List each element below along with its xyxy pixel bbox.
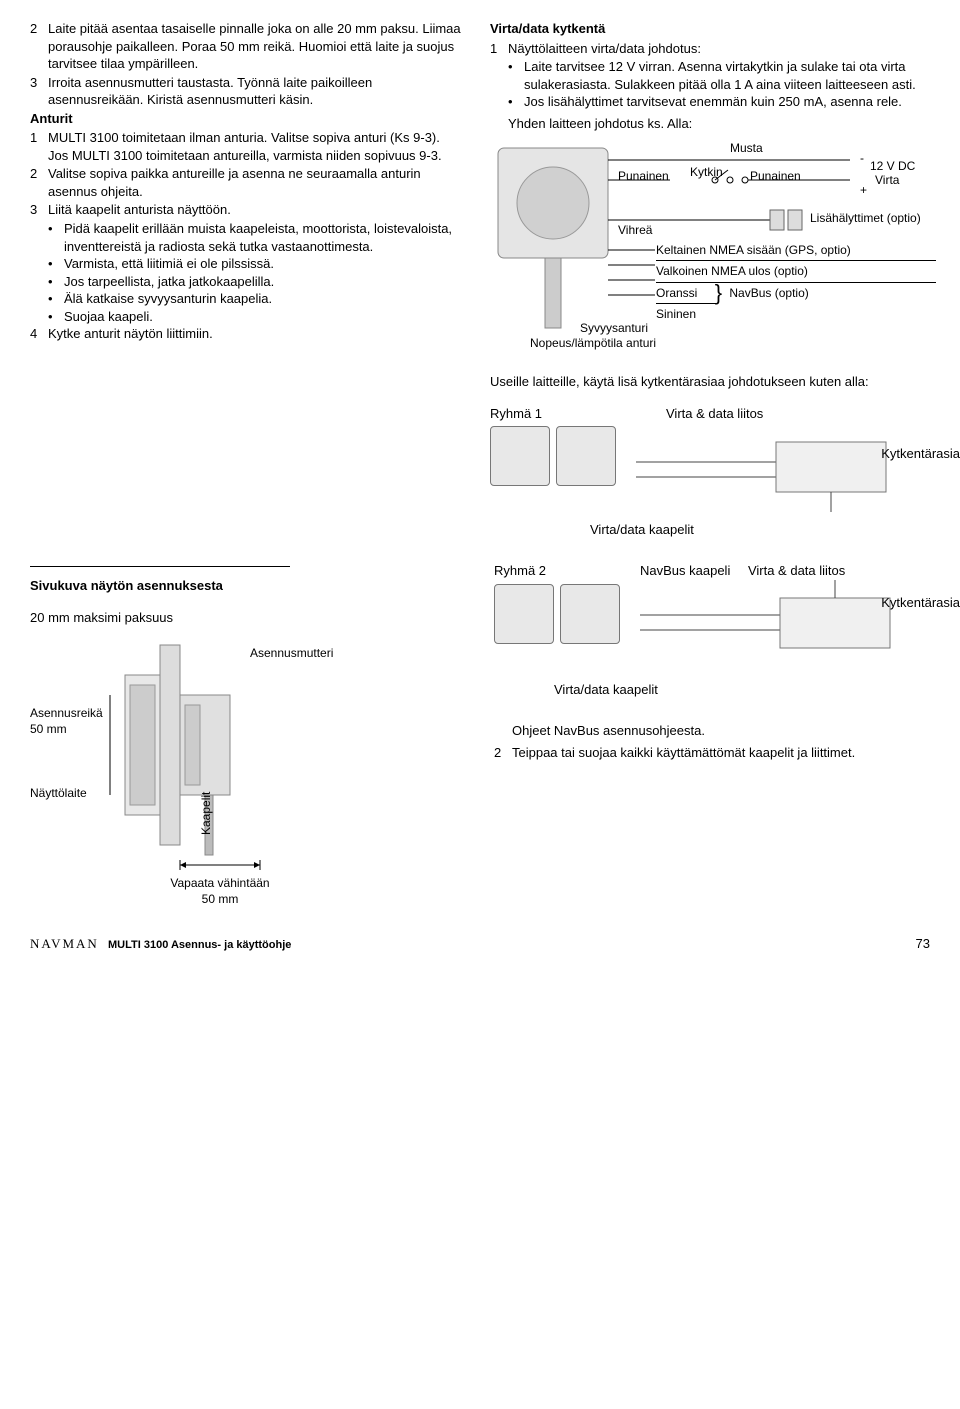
ryhma1-label: Ryhmä 1 — [490, 405, 616, 423]
step-text: Laite pitää asentaa tasaiselle pinnalle … — [48, 20, 462, 73]
side-diagram: Asennusreikä 50 mm Asennusmutteri Näyttö… — [30, 635, 466, 915]
kytkentarasia-label: Kytkentärasia — [881, 445, 960, 463]
nmea-row: Oranssi } NavBus (optio) — [656, 285, 936, 301]
naytto-label: Näyttölaite — [30, 785, 87, 801]
intro-1: 1 Näyttölaitteen virta/data johdotus: — [490, 40, 930, 58]
navbus-kaapeli-label: NavBus kaapeli — [640, 563, 730, 578]
device-icon — [560, 584, 620, 644]
anturit-2: 2 Valitse sopiva paikka antureille ja as… — [30, 165, 462, 200]
group2-diagram: Ryhmä 2 NavBus kaapeli Virta & data liit… — [494, 562, 930, 674]
ohjeet-text: Ohjeet NavBus asennusohjeesta. — [512, 722, 930, 740]
yhden-text: Yhden laitteen johdotus ks. Alla: — [508, 115, 930, 133]
wire-punainen: Punainen — [618, 168, 669, 184]
wire-kytkin: Kytkin — [690, 164, 723, 180]
anturit-title: Anturit — [30, 110, 462, 128]
wire-pos: + — [860, 182, 867, 198]
wire-syvyys: Syvyysanturi — [580, 320, 648, 336]
ryhma2-label: Ryhmä 2 — [494, 563, 546, 578]
device-icon — [556, 426, 616, 486]
virta-title: Virta/data kytkentä — [490, 20, 930, 38]
vapaa-label: Vapaata vähintään 50 mm — [160, 875, 280, 907]
anturit-3: 3 Liitä kaapelit anturista näyttöön. — [30, 201, 462, 219]
bullet-item: •Laite tarvitsee 12 V virran. Asenna vir… — [508, 58, 930, 93]
footer-doc: MULTI 3100 Asennus- ja käyttöohje — [108, 939, 291, 951]
step-text: Irroita asennusmutteri taustasta. Työnnä… — [48, 74, 462, 109]
nmea-row: Valkoinen NMEA ulos (optio) — [656, 263, 936, 279]
sideview-title: Sivukuva näytön asennuksesta — [30, 577, 466, 595]
useille-text: Useille laitteille, käytä lisä kytkentär… — [490, 373, 930, 391]
step-2: 2 Laite pitää asentaa tasaiselle pinnall… — [30, 20, 462, 73]
wire-punainen2: Punainen — [750, 168, 801, 184]
paksuus-label: 20 mm maksimi paksuus — [30, 609, 466, 627]
anturit-1: 1 MULTI 3100 toimitetaan ilman anturia. … — [30, 129, 462, 164]
bullet-item: •Pidä kaapelit erillään muista kaapeleis… — [48, 220, 462, 255]
page-footer: NAVMAN MULTI 3100 Asennus- ja käyttöohje… — [30, 935, 930, 953]
virta-data-kaapelit-label2: Virta/data kaapelit — [554, 681, 930, 699]
kytkentarasia-label2: Kytkentärasia — [881, 594, 960, 612]
wiring-diagram: Musta - Punainen Kytkin Punainen 12 V DC… — [490, 140, 930, 365]
virta-data-liitos-label: Virta & data liitos — [666, 405, 930, 423]
footer-logo: NAVMAN — [30, 936, 99, 951]
wire-musta: Musta — [730, 140, 763, 156]
virta-data-kaapelit-label: Virta/data kaapelit — [590, 521, 930, 539]
bullet-item: •Jos tarpeellista, jatka jatkokaapelilla… — [48, 273, 462, 291]
bullet-item: •Suojaa kaapeli. — [48, 308, 462, 326]
step-number: 3 — [30, 74, 48, 109]
wire-neg: - — [860, 150, 864, 166]
bullet-item: •Varmista, että liitimiä ei ole pilssiss… — [48, 255, 462, 273]
device-icon — [490, 426, 550, 486]
side-svg — [30, 635, 330, 915]
virta-data-liitos-label2: Virta & data liitos — [748, 563, 845, 578]
wire-lisa: Lisähälyttimet (optio) — [810, 210, 921, 226]
nmea-row: Sininen — [656, 306, 936, 322]
step-3: 3 Irroita asennusmutteri taustasta. Työn… — [30, 74, 462, 109]
reika-label: Asennusreikä 50 mm — [30, 705, 103, 737]
group1-svg — [636, 422, 896, 512]
nmea-row: Keltainen NMEA sisään (GPS, optio) — [656, 242, 936, 258]
group1-diagram: Ryhmä 1 Virta & data liitos Kytkentärasi… — [490, 405, 930, 517]
wire-virta: Virta — [875, 172, 899, 188]
teippaa-item: 2 Teippaa tai suojaa kaikki käyttämättöm… — [494, 744, 930, 762]
bullet-item: •Älä katkaise syvyysanturin kaapelia. — [48, 290, 462, 308]
footer-page: 73 — [916, 935, 930, 953]
step-number: 2 — [30, 20, 48, 73]
asennusmutteri-label: Asennusmutteri — [250, 645, 333, 661]
step-4: 4 Kytke anturit näytön liittimiin. — [30, 325, 462, 343]
kaapelit-label: Kaapelit — [198, 791, 214, 834]
wire-vihrea: Vihreä — [618, 222, 652, 238]
bullet-item: •Jos lisähälyttimet tarvitsevat enemmän … — [508, 93, 930, 111]
group2-svg — [640, 580, 900, 670]
wire-nopeus: Nopeus/lämpötila anturi — [530, 335, 656, 351]
device-icon — [494, 584, 554, 644]
